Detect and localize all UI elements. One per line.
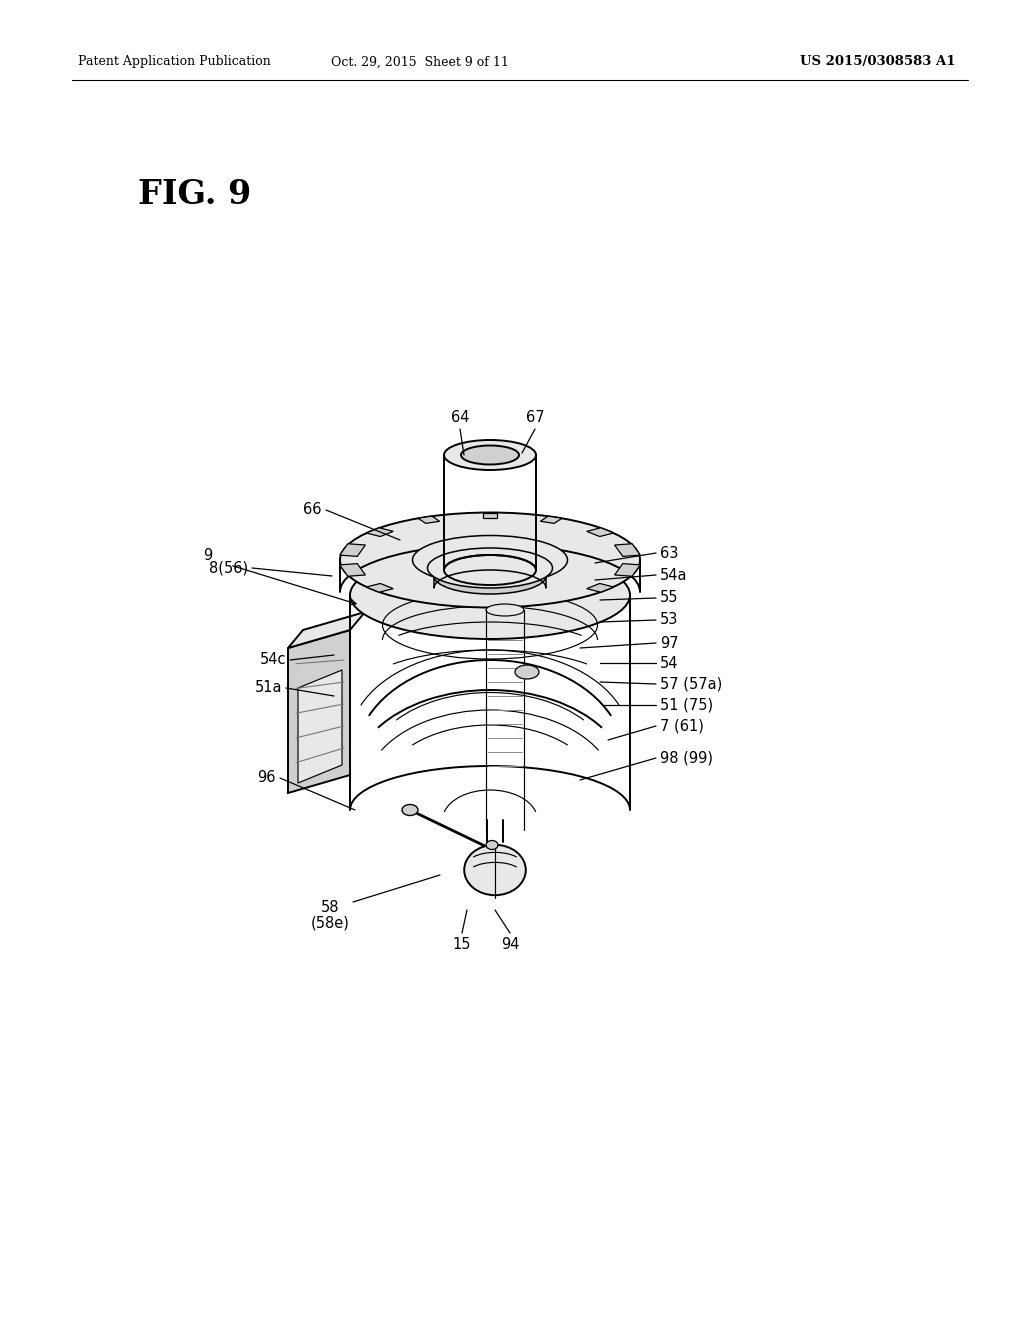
Ellipse shape xyxy=(434,558,546,594)
Ellipse shape xyxy=(444,440,536,470)
Polygon shape xyxy=(340,544,366,556)
Polygon shape xyxy=(541,516,562,524)
Polygon shape xyxy=(587,583,613,593)
Polygon shape xyxy=(614,544,640,556)
Text: 9: 9 xyxy=(203,548,212,562)
Text: 54c: 54c xyxy=(259,652,286,668)
Text: FIG. 9: FIG. 9 xyxy=(138,178,251,211)
Text: 7 (61): 7 (61) xyxy=(660,718,703,734)
Text: Patent Application Publication: Patent Application Publication xyxy=(78,55,270,69)
Text: 8(56): 8(56) xyxy=(209,561,248,576)
Text: 98 (99): 98 (99) xyxy=(660,751,713,766)
Ellipse shape xyxy=(444,554,536,585)
Polygon shape xyxy=(288,630,350,793)
Text: 64: 64 xyxy=(451,411,469,425)
Ellipse shape xyxy=(515,665,539,678)
Text: 67: 67 xyxy=(525,411,545,425)
Text: 51 (75): 51 (75) xyxy=(660,697,713,713)
Ellipse shape xyxy=(461,446,519,465)
Text: 66: 66 xyxy=(303,503,322,517)
Ellipse shape xyxy=(464,845,525,895)
Text: 54a: 54a xyxy=(660,568,687,582)
Polygon shape xyxy=(483,512,497,519)
Text: 54: 54 xyxy=(660,656,679,671)
Ellipse shape xyxy=(486,841,498,850)
Text: 58: 58 xyxy=(321,900,339,915)
Text: 94: 94 xyxy=(501,937,519,952)
Text: 51a: 51a xyxy=(255,681,282,696)
Text: Oct. 29, 2015  Sheet 9 of 11: Oct. 29, 2015 Sheet 9 of 11 xyxy=(331,55,509,69)
Text: (58e): (58e) xyxy=(310,916,349,931)
Polygon shape xyxy=(288,612,365,648)
Polygon shape xyxy=(418,516,439,524)
Ellipse shape xyxy=(402,804,418,816)
Text: 15: 15 xyxy=(453,937,471,952)
Polygon shape xyxy=(298,671,342,783)
Ellipse shape xyxy=(413,536,567,585)
Ellipse shape xyxy=(340,512,640,607)
Text: US 2015/0308583 A1: US 2015/0308583 A1 xyxy=(800,55,955,69)
Text: 63: 63 xyxy=(660,545,678,561)
Ellipse shape xyxy=(427,548,553,587)
Polygon shape xyxy=(614,564,640,577)
Polygon shape xyxy=(367,583,393,593)
Polygon shape xyxy=(340,564,366,577)
Polygon shape xyxy=(587,528,613,536)
Ellipse shape xyxy=(350,550,630,639)
Polygon shape xyxy=(367,528,393,536)
Text: 55: 55 xyxy=(660,590,679,606)
Ellipse shape xyxy=(486,605,524,616)
Text: 57 (57a): 57 (57a) xyxy=(660,676,722,692)
Text: 53: 53 xyxy=(660,612,678,627)
Text: 97: 97 xyxy=(660,635,679,651)
Text: 96: 96 xyxy=(257,771,276,785)
